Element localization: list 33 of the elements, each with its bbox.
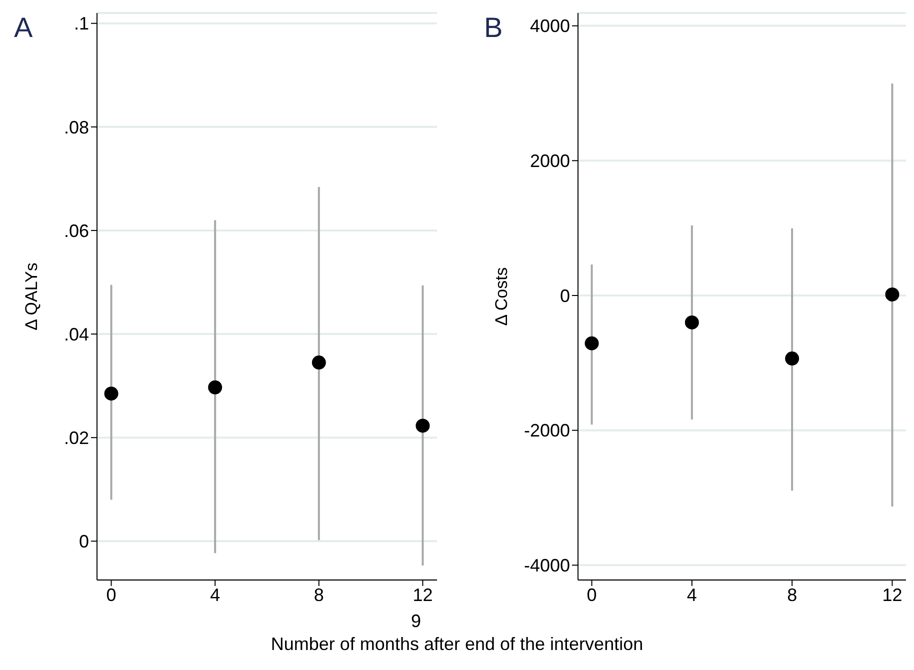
point xyxy=(785,352,800,366)
y-tick-label: 2000 xyxy=(530,151,570,172)
x-tick-label: 4 xyxy=(210,584,220,605)
point xyxy=(684,315,699,330)
y-tick-label: -4000 xyxy=(524,556,570,576)
x-tick-label: 12 xyxy=(412,584,433,605)
y-tick-label: -2000 xyxy=(524,420,570,441)
y-tick-label: .02 xyxy=(64,428,89,448)
point xyxy=(104,386,118,401)
text: A xyxy=(14,12,33,43)
y-tick-label: 4000 xyxy=(530,16,570,36)
point xyxy=(584,336,599,350)
y-tick-label: .06 xyxy=(64,220,89,241)
y-tick-label: .1 xyxy=(74,14,89,34)
y-tick-label: 0 xyxy=(560,286,570,306)
x-tick-label: 4 xyxy=(686,584,697,605)
x-axis-title: Number of months after end of the intervention xyxy=(270,634,644,655)
x-tick-label: 0 xyxy=(106,584,116,605)
point xyxy=(208,380,222,394)
point xyxy=(885,287,900,302)
x-tick-label: 8 xyxy=(787,584,798,605)
y-tick-label: .04 xyxy=(64,324,89,344)
y-axis-title: Δ Costs xyxy=(492,267,512,326)
y-axis-title: Δ QALYs xyxy=(22,262,42,330)
x-tick-label: 8 xyxy=(314,584,324,605)
y-tick-label: 0 xyxy=(78,532,89,552)
y-tick-label: .08 xyxy=(64,117,89,138)
text: 9 xyxy=(411,611,422,631)
point xyxy=(416,418,430,433)
text: B xyxy=(484,12,503,43)
x-tick-label: 0 xyxy=(586,584,597,605)
x-tick-label: 12 xyxy=(882,584,902,605)
point xyxy=(312,356,326,370)
